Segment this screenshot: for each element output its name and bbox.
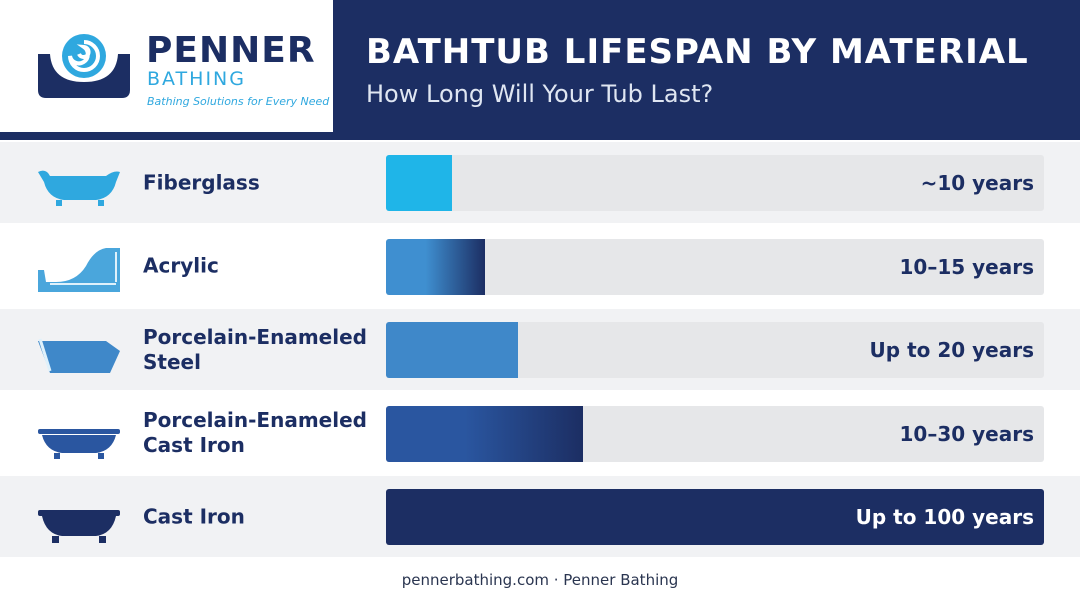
bar-track: Up to 20 years	[386, 322, 1044, 378]
category-label: Fiberglass	[143, 170, 260, 194]
icon-shape	[38, 510, 120, 543]
row: Cast Iron Up to 100 years	[0, 476, 1080, 557]
value-label: 10–30 years	[899, 421, 1035, 446]
value-label: Up to 20 years	[869, 338, 1034, 362]
material-icon	[36, 246, 122, 298]
icon-shape	[38, 428, 120, 459]
header: PENNER BATHING Bathing Solutions for Eve…	[0, 0, 1080, 140]
brand-name: PENNER	[146, 30, 316, 71]
row: Porcelain-Enameled Steel Up to 20 years	[0, 309, 1080, 390]
row: Fiberglass ~10 years	[0, 142, 1080, 223]
value-label: ~10 years	[920, 171, 1034, 195]
row: Porcelain-Enameled Cast Iron 10–30 years	[0, 392, 1080, 474]
bar	[386, 155, 452, 211]
logo-panel: PENNER BATHING Bathing Solutions for Eve…	[0, 0, 333, 132]
material-icon	[36, 496, 122, 548]
brand-sub: BATHING	[147, 68, 246, 90]
icon-shape	[38, 247, 120, 292]
category-label: Porcelain-Enameled Cast Iron	[143, 408, 367, 457]
footer: pennerbathing.com · Penner Bathing	[401, 571, 679, 589]
bar-track: 10–30 years	[386, 405, 1044, 462]
chart-subtitle: How Long Will Your Tub Last?	[366, 80, 714, 108]
material-icon	[36, 329, 122, 381]
icon-shape	[38, 170, 120, 206]
material-icon	[36, 413, 122, 465]
category-label: Cast Iron	[143, 504, 245, 528]
material-icon	[36, 162, 122, 214]
logo-icon	[38, 34, 130, 98]
brand-tagline: Bathing Solutions for Every Need	[147, 95, 330, 108]
chart-title: BATHTUB LIFESPAN BY MATERIAL	[366, 32, 1029, 72]
value-label: 10–15 years	[899, 254, 1035, 279]
bar-track: 10–15 years	[386, 238, 1044, 295]
bar-track: Up to 100 years	[386, 489, 1044, 545]
bar-track: ~10 years	[386, 155, 1044, 211]
category-label: Porcelain-Enameled Steel	[143, 324, 367, 374]
value-label: Up to 100 years	[855, 505, 1034, 529]
row: Acrylic 10–15 years	[0, 225, 1080, 307]
bar	[386, 238, 485, 295]
bar	[386, 405, 584, 462]
category-label: Acrylic	[143, 253, 219, 278]
chart-rows: Fiberglass ~10 years Acrylic 10–15 years Por…	[0, 142, 1080, 560]
bar	[386, 489, 1044, 545]
bar	[386, 322, 518, 378]
icon-shape	[38, 338, 120, 373]
